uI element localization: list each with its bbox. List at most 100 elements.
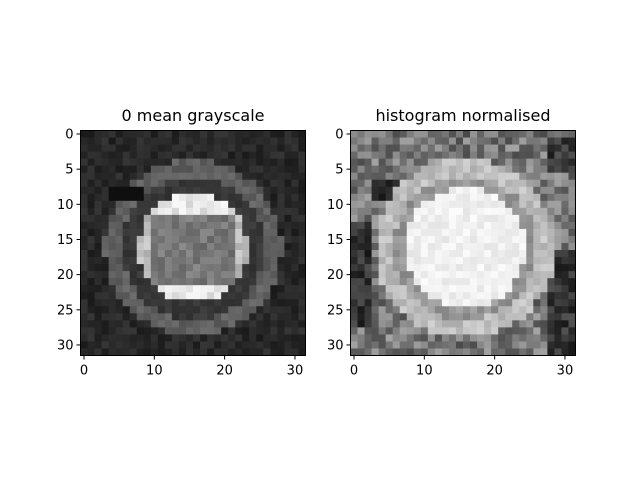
right-image-pixel (455, 250, 464, 258)
left-image-pixel (171, 151, 180, 160)
right-image-pixel (392, 151, 401, 160)
right-image-pixel (547, 285, 555, 293)
left-image-pixel (129, 214, 138, 223)
left-image-pixel (277, 299, 285, 307)
right-image-pixel (441, 334, 450, 342)
right-image-pixel (385, 320, 394, 328)
left-image-pixel (214, 320, 222, 328)
right-image-pixel (554, 313, 562, 321)
right-image-pixel (399, 172, 408, 181)
right-image-pixel (519, 130, 527, 138)
left-image-pixel (108, 179, 117, 188)
right-image-pixel (406, 292, 415, 300)
left-image-pixel (256, 327, 264, 335)
left-x-tick-label: 10 (146, 364, 163, 379)
right-image-pixel (491, 207, 499, 216)
left-image-pixel (108, 327, 117, 335)
left-image-pixel (136, 200, 145, 209)
right-image-pixel (463, 292, 471, 300)
right-image-pixel (448, 158, 457, 167)
right-image-pixel (413, 348, 422, 356)
right-image-pixel (505, 257, 513, 265)
left-image-pixel (136, 285, 145, 293)
right-image-pixel (491, 158, 499, 167)
right-image-pixel (441, 158, 450, 167)
left-image-pixel (122, 271, 131, 279)
left-image-pixel (235, 214, 243, 223)
left-image-pixel (157, 278, 166, 286)
right-image-pixel (357, 193, 365, 202)
left-image-pixel (122, 130, 131, 138)
right-image-pixel (547, 207, 555, 216)
left-image-pixel (157, 313, 166, 321)
right-x-tick-label: 0 (350, 364, 358, 379)
left-image-pixel (115, 327, 124, 335)
right-image-pixel (364, 285, 372, 293)
left-image-pixel (157, 341, 166, 349)
left-image-pixel (171, 348, 180, 356)
left-image-pixel (291, 341, 299, 349)
left-image-pixel (143, 235, 152, 244)
right-image-pixel (498, 334, 506, 342)
right-image-pixel (434, 228, 443, 237)
left-image-pixel (185, 299, 194, 307)
right-image-pixel (505, 179, 513, 188)
right-image-pixel (554, 151, 562, 160)
right-image-pixel (357, 348, 365, 356)
left-image-pixel (235, 186, 243, 195)
left-image-pixel (164, 327, 173, 335)
left-image-pixel (129, 200, 138, 209)
right-image-pixel (357, 243, 365, 251)
left-image-pixel (207, 292, 215, 300)
right-image-pixel (434, 320, 443, 328)
left-image-pixel (228, 228, 236, 237)
right-image-pixel (512, 214, 520, 223)
right-image-pixel (420, 235, 429, 244)
right-image-pixel (364, 235, 372, 244)
right-image-pixel (554, 186, 562, 195)
right-image-pixel (477, 130, 485, 138)
right-image-pixel (385, 235, 394, 244)
right-image-pixel (512, 200, 520, 209)
right-image-pixel (533, 137, 541, 145)
right-image-pixel (561, 306, 569, 314)
left-image-pixel (129, 348, 138, 356)
right-image-pixel (350, 200, 358, 209)
left-image-pixel (221, 137, 229, 145)
right-image-pixel (491, 179, 499, 188)
left-image-pixel (298, 228, 306, 237)
right-image-pixel (561, 250, 569, 258)
left-image-pixel (207, 179, 215, 188)
left-image-pixel (270, 292, 278, 300)
right-image-pixel (364, 334, 372, 342)
right-image-pixel (378, 250, 387, 258)
left-image-pixel (235, 278, 243, 286)
left-image-pixel (143, 130, 152, 138)
left-image-pixel (87, 151, 95, 160)
left-image-pixel (256, 341, 264, 349)
right-image-pixel (357, 341, 365, 349)
right-image-pixel (448, 165, 457, 174)
right-image-pixel (385, 341, 394, 349)
right-image-pixel (463, 250, 471, 258)
left-image-pixel (178, 306, 187, 314)
left-image-pixel (136, 158, 145, 167)
left-image-pixel (94, 158, 102, 167)
right-image-pixel (547, 341, 555, 349)
left-image-pixel (143, 193, 152, 202)
right-image-pixel (385, 243, 394, 251)
left-image-pixel (214, 228, 222, 237)
left-image-pixel (136, 292, 145, 300)
left-image-pixel (214, 221, 222, 230)
left-image-pixel (200, 257, 208, 265)
right-image-pixel (498, 306, 506, 314)
left-image-pixel (263, 221, 271, 230)
left-image-pixel (150, 306, 159, 314)
right-image-pixel (420, 320, 429, 328)
right-image-pixel (392, 186, 401, 195)
right-image-pixel (491, 214, 499, 223)
left-image-pixel (284, 264, 292, 272)
left-image-pixel (80, 158, 88, 167)
left-image-pixel (207, 144, 215, 152)
left-image-pixel (143, 292, 152, 300)
